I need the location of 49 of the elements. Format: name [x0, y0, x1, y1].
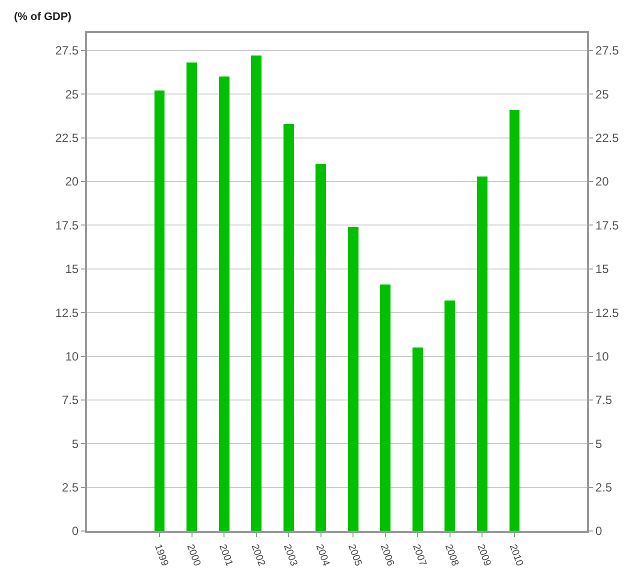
y-tick-label: 15 — [65, 262, 79, 276]
x-tick-label: 2005 — [346, 542, 364, 568]
y2-tick-label: 10 — [595, 349, 610, 364]
y2-tick-label: 0 — [595, 524, 602, 538]
bar — [251, 56, 262, 531]
y2-tick-label: 25 — [595, 87, 610, 102]
bar — [509, 110, 520, 531]
bar — [186, 62, 197, 531]
bar — [412, 348, 423, 531]
y-tick-label: 2.5 — [62, 480, 79, 495]
x-tick-label: 1999 — [152, 542, 170, 568]
y-tick-label: 22.5 — [55, 131, 79, 146]
bar — [283, 124, 294, 531]
y2-tick-label: 20 — [595, 174, 610, 189]
bar — [477, 176, 488, 531]
y2-tick-label: 2.5 — [595, 480, 612, 495]
bar — [218, 76, 230, 531]
x-tick-label: 2004 — [313, 542, 332, 568]
y2-tick-label: 5 — [595, 436, 602, 451]
y2-tick-label: 27.5 — [595, 44, 620, 58]
x-tick-label: 2008 — [442, 542, 460, 568]
y-axis-title: (% of GDP) — [14, 11, 72, 23]
x-tick-label: 2001 — [216, 542, 235, 568]
y-tick-label: 10 — [65, 349, 79, 364]
y-tick-label: 20 — [65, 174, 79, 189]
x-tick-label: 2007 — [410, 542, 428, 568]
y-tick-label: 12.5 — [55, 306, 79, 320]
y-tick-label: 17.5 — [55, 218, 79, 232]
x-tick-label: 2002 — [248, 542, 267, 568]
bar — [316, 164, 326, 531]
y-tick-label: 25 — [65, 87, 79, 102]
y2-tick-label: 22.5 — [595, 131, 620, 146]
x-tick-label: 2003 — [281, 542, 300, 568]
bar — [348, 226, 358, 531]
x-tick-label: 2010 — [506, 542, 525, 568]
y2-tick-label: 12.5 — [595, 306, 620, 320]
y-tick-label: 5 — [72, 436, 79, 451]
y-tick-label: 0 — [72, 524, 79, 538]
y2-tick-label: 7.5 — [595, 393, 612, 408]
y-tick-label: 7.5 — [62, 393, 79, 408]
bar — [154, 90, 165, 531]
y-tick-label: 27.5 — [55, 44, 79, 58]
x-tick-label: 2000 — [184, 542, 202, 568]
bar — [380, 284, 391, 531]
bar — [444, 300, 456, 531]
x-tick-label: 2009 — [474, 542, 493, 568]
x-tick-label: 2006 — [378, 542, 396, 568]
y2-tick-label: 15 — [595, 262, 610, 276]
y2-tick-label: 17.5 — [595, 218, 620, 232]
